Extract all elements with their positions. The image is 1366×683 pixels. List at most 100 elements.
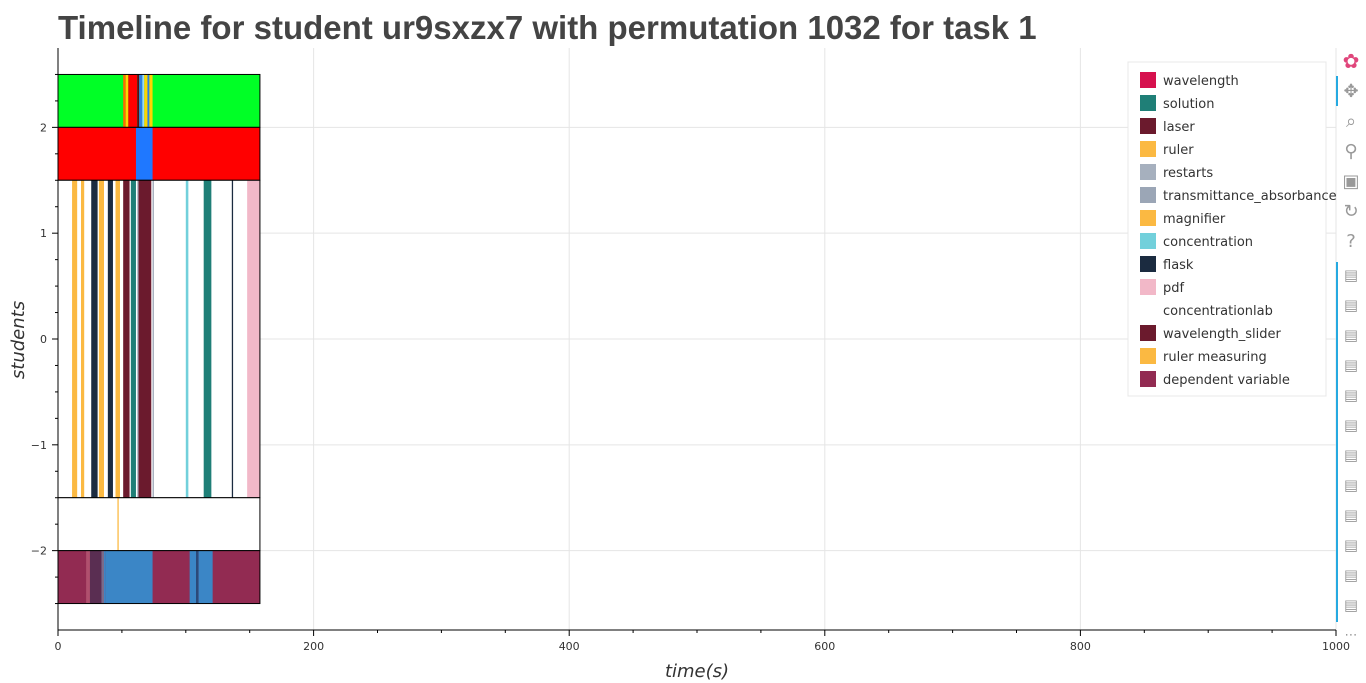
legend-label: dependent variable <box>1163 373 1290 388</box>
timeline-row-background <box>58 127 260 181</box>
pan-icon[interactable]: ✥ <box>1336 78 1366 104</box>
timeline-segment <box>72 180 78 498</box>
bokeh-logo-icon: ✿ <box>1336 48 1366 74</box>
timeline-segment <box>107 180 113 498</box>
hover-tool-icon-glyph: ▤ <box>1343 296 1359 314</box>
box-zoom-icon[interactable]: ⌕ <box>1336 108 1366 134</box>
legend-swatch <box>1140 95 1156 111</box>
legend-swatch <box>1140 233 1156 249</box>
legend-label: pdf <box>1163 281 1185 296</box>
x-tick-label: 0 <box>55 640 62 653</box>
wheel-zoom-icon[interactable]: ⚲ <box>1336 138 1366 164</box>
legend-swatch <box>1140 256 1156 272</box>
hover-tool-icon-glyph: ▤ <box>1343 506 1359 524</box>
axes: 0 200 400 600 800 1000 −2 −1 0 1 2 <box>31 48 1350 653</box>
wheel-zoom-icon-glyph: ⚲ <box>1344 140 1358 162</box>
timeline-segment <box>231 180 234 498</box>
legend-swatch <box>1140 210 1156 226</box>
legend-label: transmittance_absorbance <box>1163 189 1337 204</box>
legend-swatch <box>1140 187 1156 203</box>
timeline-segment <box>196 550 199 604</box>
x-tick-label: 800 <box>1070 640 1091 653</box>
legend-label: ruler <box>1163 143 1194 158</box>
active-hover-indicator <box>1336 262 1338 622</box>
hover-tool-icon[interactable]: ▤ <box>1336 502 1366 528</box>
timeline-segment <box>130 180 136 498</box>
hover-tool-icon[interactable]: ▤ <box>1336 592 1366 618</box>
timeline-segment <box>142 74 145 128</box>
hover-tool-icon-glyph: ▤ <box>1343 536 1359 554</box>
help-icon[interactable]: ? <box>1336 228 1366 254</box>
hover-tool-icon[interactable]: ▤ <box>1336 352 1366 378</box>
hover-tool-icon-glyph: ▤ <box>1343 416 1359 434</box>
y-tick-label: 2 <box>40 121 47 134</box>
legend-swatch <box>1140 279 1156 295</box>
help-icon-glyph: ? <box>1346 230 1356 252</box>
timeline-segment <box>105 550 153 604</box>
chart-title: Timeline for student ur9sxzx7 with permu… <box>58 9 1037 46</box>
timeline-segment <box>149 74 153 128</box>
hover-tool-icon[interactable]: ▤ <box>1336 292 1366 318</box>
hover-tool-icon[interactable]: ▤ <box>1336 322 1366 348</box>
timeline-segment <box>185 180 189 498</box>
legend-label: laser <box>1163 120 1195 135</box>
legend-label: concentrationlab <box>1163 304 1273 319</box>
timeline-segment <box>137 180 139 498</box>
timeline-segment <box>81 180 85 498</box>
more-tools-icon[interactable]: ⋯ <box>1336 622 1366 648</box>
timeline-segment <box>101 550 105 604</box>
hover-tool-icon-glyph: ▤ <box>1343 596 1359 614</box>
hover-tool-icon[interactable]: ▤ <box>1336 442 1366 468</box>
hover-tool-icon[interactable]: ▤ <box>1336 382 1366 408</box>
legend-swatch <box>1140 141 1156 157</box>
hover-tool-icon[interactable]: ▤ <box>1336 562 1366 588</box>
hover-tool-icon-glyph: ▤ <box>1343 566 1359 584</box>
hover-tool-icon-glyph: ▤ <box>1343 386 1359 404</box>
more-tools-icon-glyph: ⋯ <box>1344 627 1358 643</box>
legend-swatch <box>1140 348 1156 364</box>
hover-tool-icon[interactable]: ▤ <box>1336 412 1366 438</box>
legend-label: solution <box>1163 97 1214 112</box>
hover-tool-icon[interactable]: ▤ <box>1336 472 1366 498</box>
y-tick-label: −1 <box>31 439 47 452</box>
reset-icon-glyph: ↻ <box>1343 200 1359 222</box>
legend-swatch <box>1140 325 1156 341</box>
timeline-segment <box>125 74 129 128</box>
x-tick-label: 200 <box>303 640 324 653</box>
timeline-segment <box>247 180 260 498</box>
legend-label: wavelength <box>1163 74 1239 89</box>
timeline-segment <box>138 180 152 498</box>
legend-label: wavelength_slider <box>1163 327 1281 342</box>
hover-tool-icon-glyph: ▤ <box>1343 446 1359 464</box>
y-tick-label: 1 <box>40 227 47 240</box>
timeline-segment <box>198 550 213 604</box>
y-tick-label: 0 <box>40 333 47 346</box>
pan-icon-glyph: ✥ <box>1343 80 1359 102</box>
y-axis-label: students <box>8 301 29 379</box>
timeline-segment <box>89 550 102 604</box>
x-tick-label: 600 <box>814 640 835 653</box>
legend-swatch <box>1140 371 1156 387</box>
legend-swatch <box>1140 118 1156 134</box>
timeline-segment <box>147 74 150 128</box>
timeline-segment <box>203 180 212 498</box>
bokeh-logo-icon-glyph: ✿ <box>1342 49 1360 73</box>
timeline-segment <box>144 74 148 128</box>
timeline-segment <box>123 74 126 128</box>
timeline-row-background <box>58 497 260 551</box>
x-tick-label: 400 <box>559 640 580 653</box>
timeline-segment <box>115 180 120 498</box>
hover-tool-icon[interactable]: ▤ <box>1336 532 1366 558</box>
timeline-segment <box>189 550 197 604</box>
save-icon[interactable]: ▣ <box>1336 168 1366 194</box>
chart-toolbar: ✿ ✥ ⌕ ⚲ ▣ ↻? ▤ ▤ ▤ ▤ ▤ ▤ ▤ ▤ ▤ ▤ ▤ ▤ ⋯ <box>1336 48 1366 643</box>
legend-label: flask <box>1163 258 1194 273</box>
legend-swatch <box>1140 72 1156 88</box>
legend-label: magnifier <box>1163 212 1226 227</box>
reset-icon[interactable]: ↻ <box>1336 198 1366 224</box>
hover-tool-icon[interactable]: ▤ <box>1336 262 1366 288</box>
timeline-segment <box>117 497 119 551</box>
x-tick-label: 1000 <box>1322 640 1350 653</box>
hover-tool-icon-glyph: ▤ <box>1343 326 1359 344</box>
